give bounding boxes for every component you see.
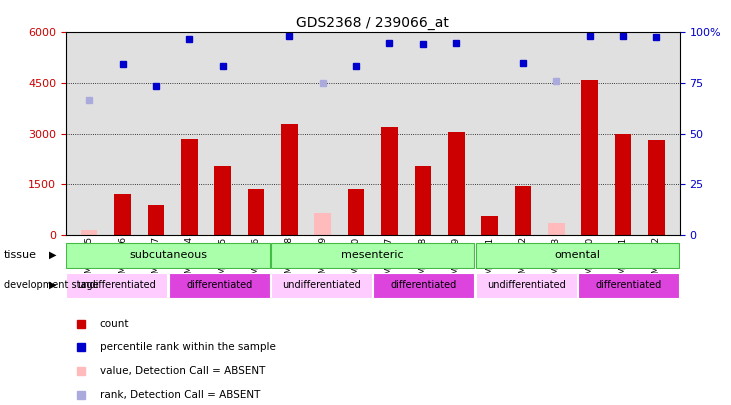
Text: omental: omental (555, 250, 600, 260)
Text: undifferentiated: undifferentiated (77, 279, 156, 290)
Bar (114, 194, 131, 235)
Text: value, Detection Call = ABSENT: value, Detection Call = ABSENT (99, 366, 265, 376)
Bar (381, 127, 398, 235)
Text: differentiated: differentiated (596, 279, 662, 290)
Bar (476, 273, 577, 298)
Bar (548, 223, 564, 235)
Bar (148, 205, 164, 235)
Bar (271, 243, 474, 268)
Text: percentile rank within the sample: percentile rank within the sample (99, 343, 276, 352)
Text: tissue: tissue (4, 250, 37, 260)
Bar (67, 243, 270, 268)
Bar (581, 80, 598, 235)
Bar (648, 141, 664, 235)
Bar (448, 132, 465, 235)
Bar (578, 273, 679, 298)
Bar (169, 273, 270, 298)
Bar (81, 230, 97, 235)
Text: ▶: ▶ (49, 280, 56, 290)
Bar (181, 139, 197, 235)
Text: ▶: ▶ (49, 250, 56, 260)
Text: count: count (99, 319, 129, 328)
Bar (615, 134, 632, 235)
Bar (476, 243, 679, 268)
Text: undifferentiated: undifferentiated (282, 279, 361, 290)
Text: mesenteric: mesenteric (341, 250, 404, 260)
Text: differentiated: differentiated (391, 279, 457, 290)
Text: differentiated: differentiated (186, 279, 252, 290)
Bar (314, 213, 331, 235)
Bar (271, 273, 372, 298)
Bar (374, 273, 474, 298)
Bar (67, 273, 167, 298)
Text: rank, Detection Call = ABSENT: rank, Detection Call = ABSENT (99, 390, 260, 400)
Bar (515, 186, 531, 235)
Bar (81, 230, 97, 235)
Bar (248, 190, 265, 235)
Bar (414, 166, 431, 235)
Bar (281, 124, 298, 235)
Text: undifferentiated: undifferentiated (487, 279, 566, 290)
Text: development stage: development stage (4, 280, 98, 290)
Title: GDS2368 / 239066_at: GDS2368 / 239066_at (296, 16, 450, 30)
Text: subcutaneous: subcutaneous (129, 250, 207, 260)
Bar (481, 216, 498, 235)
Bar (348, 190, 365, 235)
Bar (214, 166, 231, 235)
